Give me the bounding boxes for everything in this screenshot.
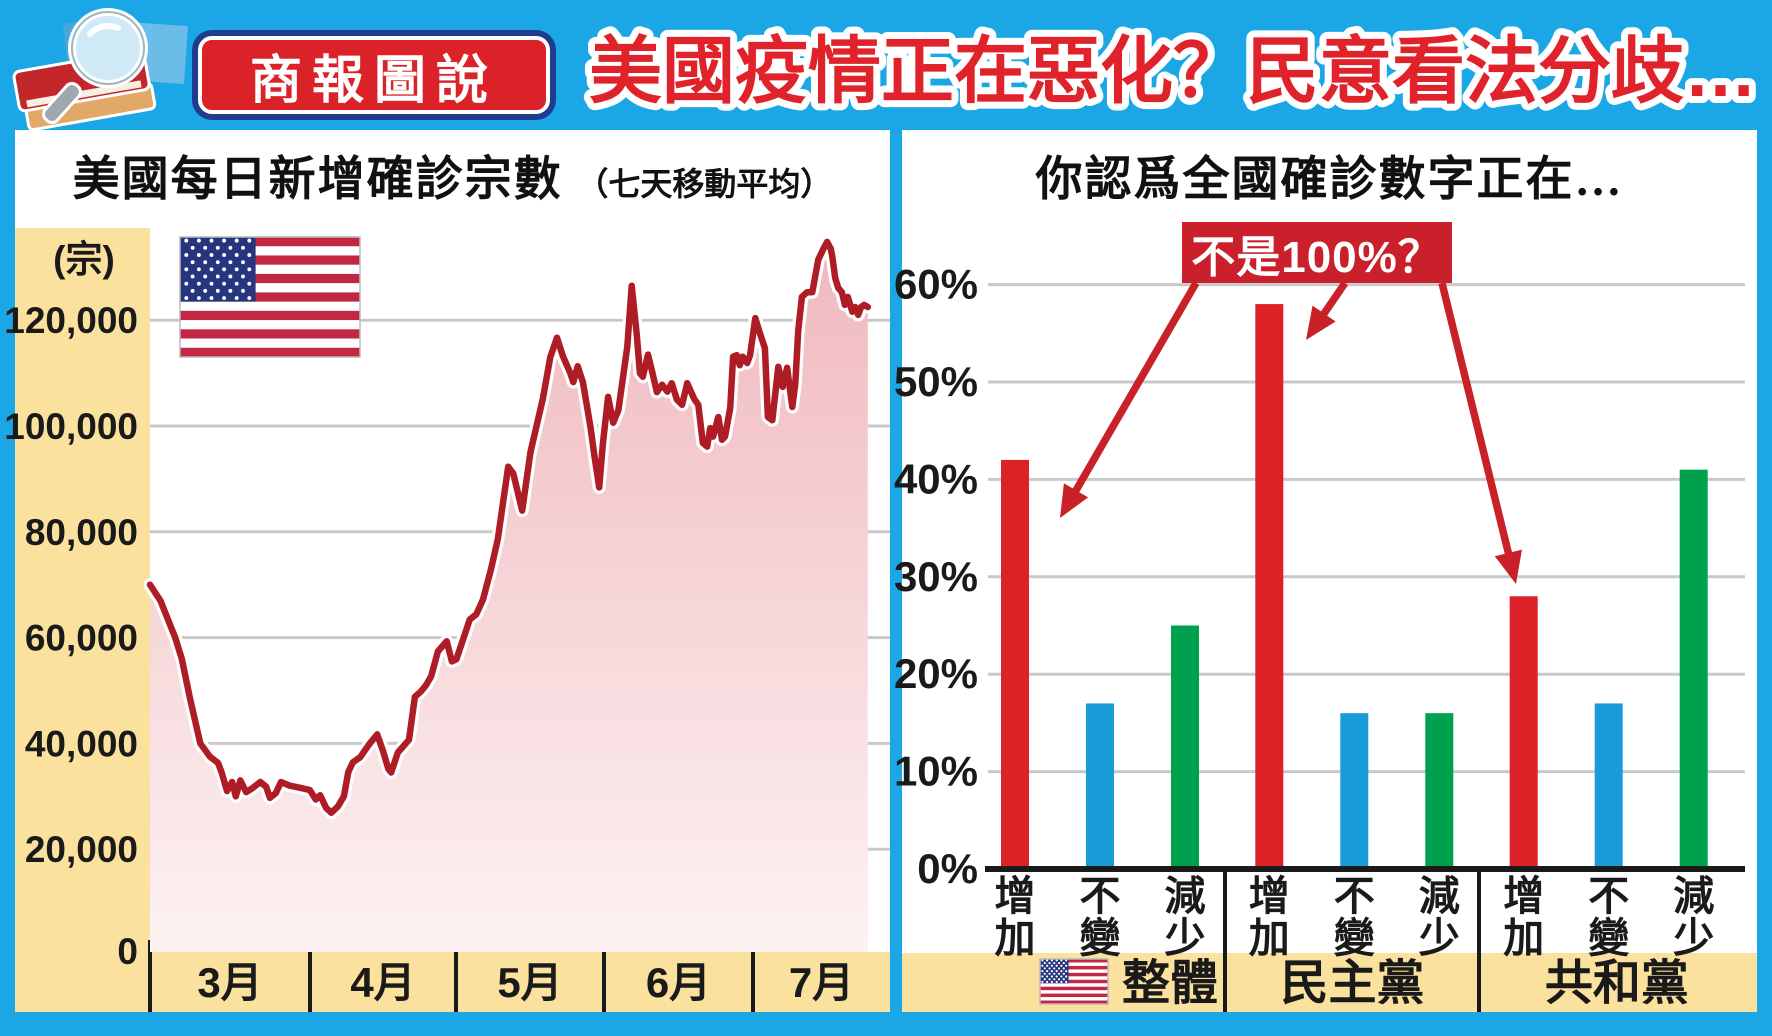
magnifier-icon [42,8,148,125]
badge: 商報圖說 [198,36,550,114]
badge-label: 商報圖說 [249,51,498,110]
left-chart-title-sub: （七天移動平均） [576,166,833,202]
daily-cases-panel: 美國每日新增確診宗數 （七天移動平均） [15,130,890,1012]
headline-text: 美國疫情正在惡化？民意看法分歧… [589,31,1757,112]
headline: 美國疫情正在惡化？民意看法分歧… [582,24,1764,119]
annotation-callout: 不是100%？ [1182,222,1452,283]
right-chart-title: 你認爲全國確診數字正在… [1035,154,1624,206]
annotation-text: 不是100%？ [1191,232,1443,282]
left-chart-title-main: 美國每日新增確診宗數 [72,154,563,206]
publisher-logo [12,8,188,130]
left-chart-title: 美國每日新增確診宗數 （七天移動平均） [15,140,890,209]
